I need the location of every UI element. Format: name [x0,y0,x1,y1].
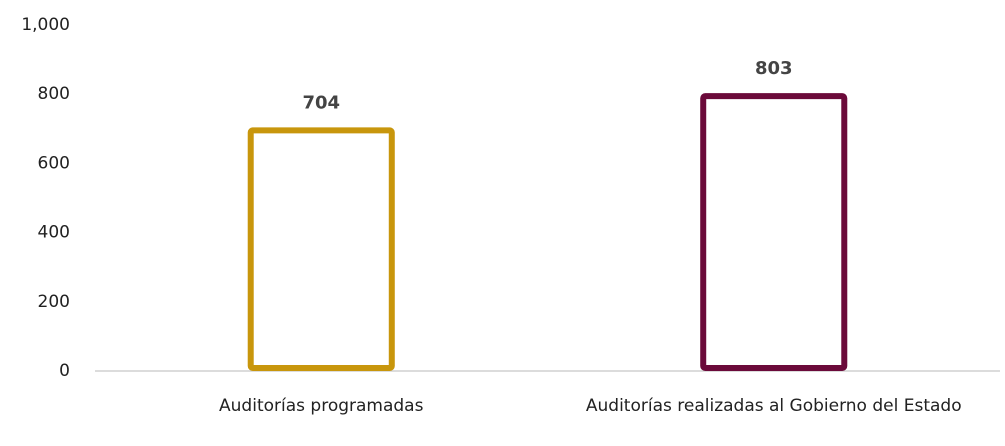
x-tick-label: Auditorías realizadas al Gobierno del Es… [585,396,962,416]
x-tick-label: Auditorías programadas [219,396,424,416]
y-tick-label: 800 [38,84,70,104]
y-tick-label: 600 [38,153,70,173]
bar [247,127,395,371]
y-tick-label: 0 [59,361,70,381]
value-label: 803 [755,58,793,79]
y-tick-label: 400 [38,223,70,243]
y-tick-label: 1,000 [21,15,70,35]
y-tick-label: 200 [38,292,70,312]
bar [700,93,848,372]
value-label: 704 [302,92,340,113]
